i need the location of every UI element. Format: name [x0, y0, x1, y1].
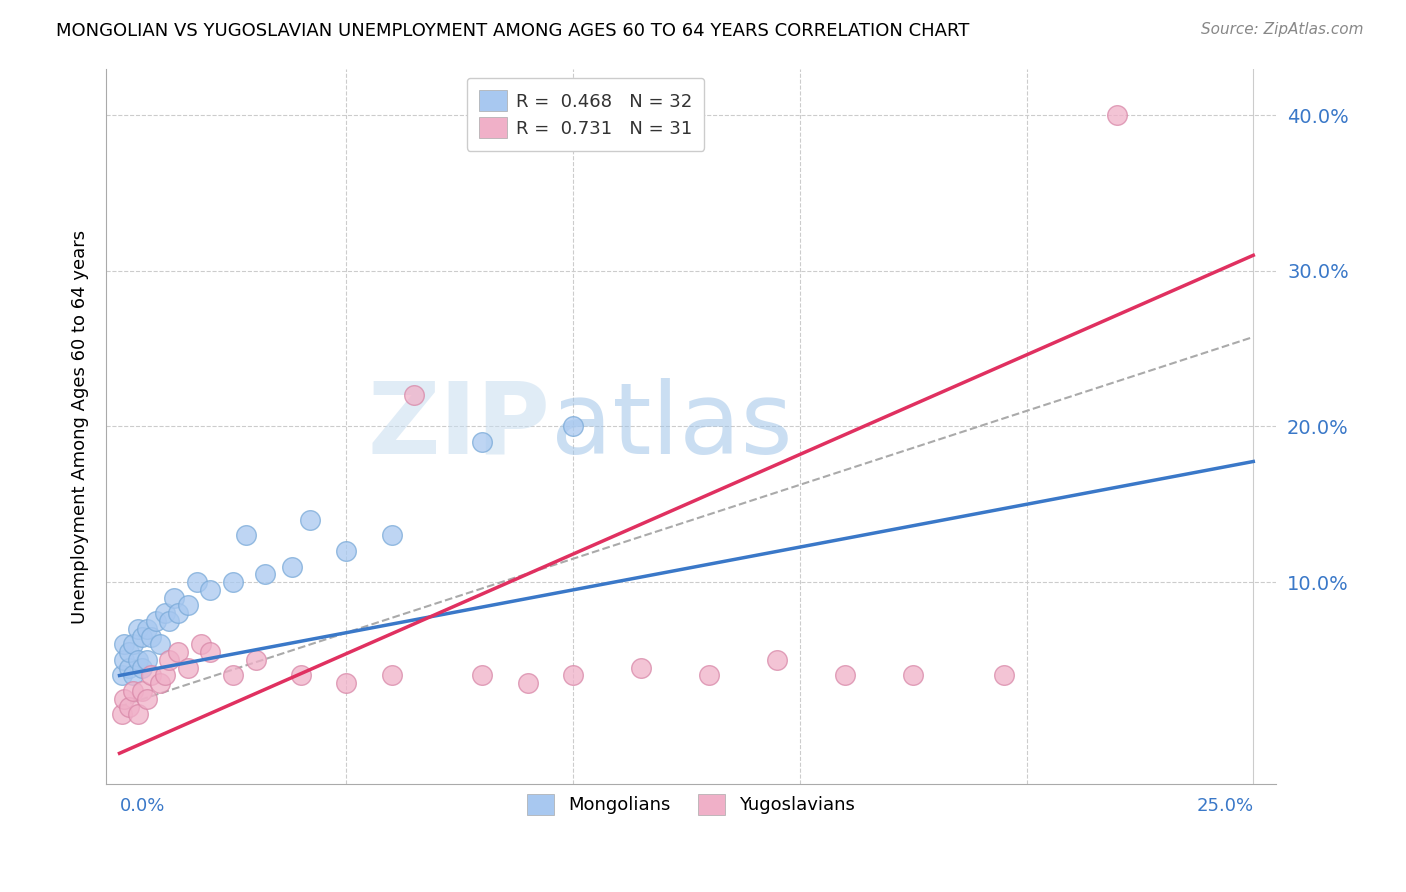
Point	[153, 668, 176, 682]
Point	[222, 668, 245, 682]
Point	[153, 606, 176, 620]
Point	[200, 582, 222, 597]
Point	[298, 513, 321, 527]
Point	[516, 676, 538, 690]
Point	[141, 668, 163, 682]
Point	[117, 661, 139, 675]
Point	[176, 599, 198, 613]
Point	[135, 653, 157, 667]
Point	[163, 591, 186, 605]
Point	[112, 691, 135, 706]
Legend: Mongolians, Yugoslavians: Mongolians, Yugoslavians	[516, 783, 866, 825]
Point	[122, 668, 145, 682]
Point	[335, 676, 357, 690]
Point	[834, 668, 856, 682]
Point	[190, 637, 212, 651]
Point	[697, 668, 720, 682]
Point	[335, 544, 357, 558]
Point	[381, 528, 404, 542]
Y-axis label: Unemployment Among Ages 60 to 64 years: Unemployment Among Ages 60 to 64 years	[72, 229, 89, 624]
Point	[167, 606, 190, 620]
Point	[281, 559, 304, 574]
Point	[222, 575, 245, 590]
Point	[1107, 108, 1129, 122]
Point	[157, 653, 180, 667]
Point	[471, 668, 494, 682]
Point	[630, 661, 652, 675]
Point	[200, 645, 222, 659]
Point	[127, 707, 149, 722]
Point	[131, 630, 153, 644]
Text: MONGOLIAN VS YUGOSLAVIAN UNEMPLOYMENT AMONG AGES 60 TO 64 YEARS CORRELATION CHAR: MONGOLIAN VS YUGOSLAVIAN UNEMPLOYMENT AM…	[56, 22, 970, 40]
Point	[111, 668, 134, 682]
Point	[167, 645, 190, 659]
Point	[562, 668, 585, 682]
Point	[471, 435, 494, 450]
Point	[901, 668, 924, 682]
Point	[117, 645, 139, 659]
Point	[112, 637, 135, 651]
Point	[176, 661, 198, 675]
Point	[993, 668, 1015, 682]
Text: 25.0%: 25.0%	[1197, 797, 1253, 815]
Point	[135, 691, 157, 706]
Point	[157, 614, 180, 628]
Text: ZIP: ZIP	[367, 378, 551, 475]
Point	[186, 575, 208, 590]
Point	[127, 653, 149, 667]
Text: Source: ZipAtlas.com: Source: ZipAtlas.com	[1201, 22, 1364, 37]
Point	[253, 567, 276, 582]
Point	[404, 388, 426, 402]
Point	[245, 653, 267, 667]
Point	[149, 637, 172, 651]
Point	[122, 637, 145, 651]
Point	[127, 622, 149, 636]
Point	[562, 419, 585, 434]
Point	[122, 684, 145, 698]
Point	[111, 707, 134, 722]
Point	[141, 630, 163, 644]
Point	[290, 668, 312, 682]
Point	[235, 528, 257, 542]
Point	[131, 684, 153, 698]
Point	[135, 622, 157, 636]
Point	[381, 668, 404, 682]
Point	[131, 661, 153, 675]
Point	[112, 653, 135, 667]
Point	[766, 653, 789, 667]
Text: 0.0%: 0.0%	[120, 797, 165, 815]
Point	[117, 699, 139, 714]
Text: atlas: atlas	[551, 378, 792, 475]
Point	[149, 676, 172, 690]
Point	[145, 614, 167, 628]
